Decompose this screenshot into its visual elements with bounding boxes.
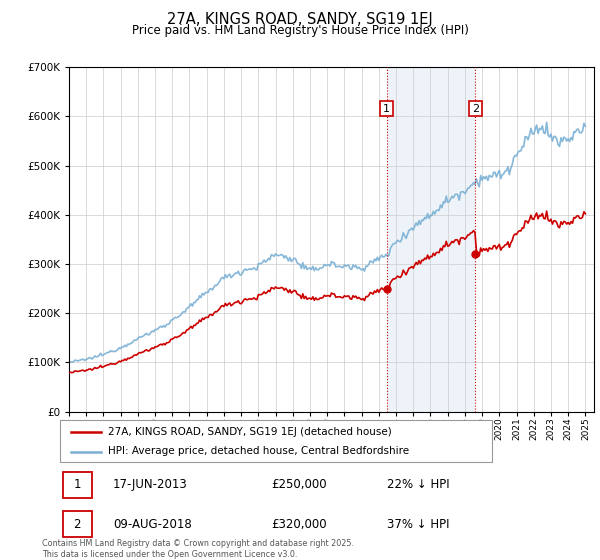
Text: £250,000: £250,000 xyxy=(271,478,327,491)
Text: 09-AUG-2018: 09-AUG-2018 xyxy=(113,517,191,530)
Text: HPI: Average price, detached house, Central Bedfordshire: HPI: Average price, detached house, Cent… xyxy=(107,446,409,456)
Text: 2: 2 xyxy=(73,517,81,530)
Text: £320,000: £320,000 xyxy=(271,517,327,530)
Text: 1: 1 xyxy=(73,478,81,491)
Text: Price paid vs. HM Land Registry's House Price Index (HPI): Price paid vs. HM Land Registry's House … xyxy=(131,24,469,36)
Text: 37% ↓ HPI: 37% ↓ HPI xyxy=(388,517,450,530)
Bar xyxy=(62,511,92,536)
Text: Contains HM Land Registry data © Crown copyright and database right 2025.
This d: Contains HM Land Registry data © Crown c… xyxy=(42,539,354,559)
Text: 27A, KINGS ROAD, SANDY, SG19 1EJ (detached house): 27A, KINGS ROAD, SANDY, SG19 1EJ (detach… xyxy=(107,427,391,437)
Text: 27A, KINGS ROAD, SANDY, SG19 1EJ: 27A, KINGS ROAD, SANDY, SG19 1EJ xyxy=(167,12,433,27)
Text: 17-JUN-2013: 17-JUN-2013 xyxy=(113,478,188,491)
Bar xyxy=(62,472,92,497)
Bar xyxy=(387,67,475,412)
Text: 2: 2 xyxy=(472,104,479,114)
Text: 22% ↓ HPI: 22% ↓ HPI xyxy=(388,478,450,491)
Text: 1: 1 xyxy=(383,104,390,114)
